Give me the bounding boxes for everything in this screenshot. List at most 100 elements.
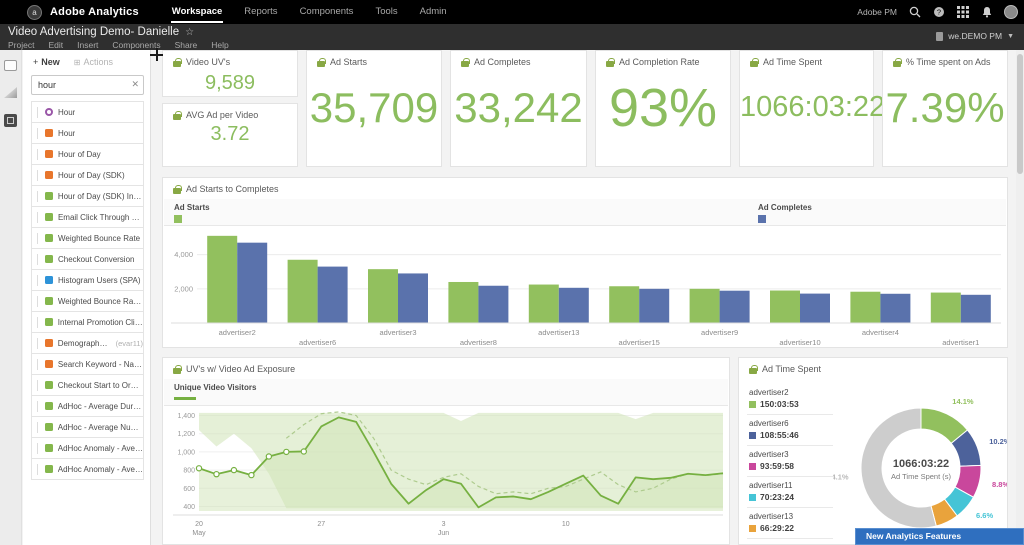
project-menu-insert[interactable]: Insert: [77, 40, 99, 50]
donut-legend-item[interactable]: advertiser2 150:03:53: [747, 384, 833, 415]
components-icon[interactable]: [4, 114, 17, 127]
metric-icon: [44, 297, 53, 305]
report-suite-switcher[interactable]: we.DEMO PM ▼: [936, 31, 1014, 41]
drag-handle: [37, 316, 39, 328]
component-item[interactable]: AdHoc - Average Number of M...: [31, 417, 144, 438]
component-item[interactable]: Histogram Users (SPA): [31, 270, 144, 291]
donut-legend-item[interactable]: advertiser6 108:55:46: [747, 415, 833, 446]
component-item[interactable]: AdHoc Anomaly - Average Dur...: [31, 438, 144, 459]
vertical-scrollbar[interactable]: [1016, 50, 1024, 545]
legend-ad-completes[interactable]: Ad Completes: [758, 203, 812, 223]
legend-unique-video-visitors[interactable]: Unique Video Visitors: [174, 383, 256, 400]
project-title: Video Advertising Demo- Danielle ☆: [8, 26, 195, 38]
svg-text:advertiser3: advertiser3: [379, 328, 416, 337]
project-menu-components[interactable]: Components: [112, 40, 161, 50]
svg-text:14.1%: 14.1%: [952, 397, 974, 406]
kpi-title: Ad Completes: [474, 57, 531, 67]
component-label: Email Click Through Rate: [57, 212, 143, 222]
top-nav-reports[interactable]: Reports: [244, 6, 278, 17]
panels-icon[interactable]: [4, 60, 17, 71]
svg-text:advertiser2: advertiser2: [219, 328, 256, 337]
lock-icon: [461, 57, 470, 67]
line-chart-panel[interactable]: UV's w/ Video Ad Exposure Unique Video V…: [162, 357, 730, 545]
component-item[interactable]: Search Keyword - Natural: [31, 354, 144, 375]
kpi-value: 35,709: [309, 83, 439, 131]
component-item[interactable]: AdHoc - Average Duration (Da...: [31, 396, 144, 417]
kpi-card[interactable]: AVG Ad per Video 3.72: [162, 103, 298, 167]
kpi-value: 7.39%: [885, 83, 1005, 131]
lock-icon: [749, 364, 758, 374]
component-item[interactable]: Email Click Through Rate: [31, 207, 144, 228]
component-item[interactable]: Internal Promotion Clickthrou...: [31, 312, 144, 333]
search-icon[interactable]: [908, 6, 921, 19]
top-nav-components[interactable]: Components: [299, 6, 354, 17]
dimension-icon: [45, 171, 53, 179]
kpi-card[interactable]: Video UV's 9,589: [162, 50, 298, 97]
donut-legend-item[interactable]: advertiser13 66:29:22: [747, 508, 833, 539]
kpi-card[interactable]: Ad Completion Rate 93%: [595, 50, 731, 167]
scrollbar-thumb[interactable]: [1017, 54, 1023, 174]
top-nav-tools[interactable]: Tools: [375, 6, 398, 17]
legend-swatch: [749, 462, 756, 470]
project-menu-project[interactable]: Project: [8, 40, 35, 50]
search-input[interactable]: [31, 75, 144, 95]
svg-text:400: 400: [183, 504, 195, 511]
account-label: Adobe PM: [857, 7, 897, 17]
metric-icon: [44, 444, 53, 452]
project-menu-edit[interactable]: Edit: [48, 40, 64, 50]
app-grid-icon[interactable]: [956, 6, 969, 19]
component-item[interactable]: Weighted Bounce Rate - Nab: [31, 291, 144, 312]
component-item[interactable]: Weighted Bounce Rate: [31, 228, 144, 249]
help-icon[interactable]: ?: [932, 6, 945, 19]
metric-icon: [44, 381, 53, 389]
legend-name: advertiser3: [749, 450, 789, 459]
component-label: Demographic Group: [57, 338, 109, 348]
drag-handle: [37, 274, 39, 286]
donut-legend-item[interactable]: advertiser3 93:59:58: [747, 446, 833, 477]
lock-icon: [173, 110, 182, 120]
metric-icon: [44, 465, 53, 473]
kpi-card[interactable]: Ad Starts 35,709: [306, 50, 442, 167]
drag-handle: [37, 127, 39, 139]
notifications-bell-icon[interactable]: [980, 6, 993, 19]
kpi-value: 33,242: [454, 83, 583, 131]
bar-chart[interactable]: 4,000 2,000 advertiser2 advertiser6 advertis…: [163, 227, 1007, 347]
component-item[interactable]: Checkout Conversion: [31, 249, 144, 270]
new-analytics-features-banner[interactable]: New Analytics Features: [855, 528, 1024, 545]
donut-legend-item[interactable]: advertiser11 70:23:24: [747, 477, 833, 508]
component-label: AdHoc - Average Duration (Da...: [57, 401, 143, 411]
component-item[interactable]: Hour: [31, 123, 144, 144]
component-item[interactable]: Hour of Day: [31, 144, 144, 165]
line-chart[interactable]: 400 600 800 1,000 1,200 1,400 20 May 27 3 Jun 10: [163, 407, 729, 545]
component-item[interactable]: Hour of Day (SDK) Instances: [31, 186, 144, 207]
kpi-card[interactable]: Ad Completes 33,242: [450, 50, 587, 167]
clear-search-icon[interactable]: ✕: [131, 79, 139, 89]
actions-button[interactable]: ⊞ Actions: [73, 57, 113, 67]
component-item[interactable]: Hour of Day (SDK): [31, 165, 144, 186]
svg-text:1,000: 1,000: [177, 449, 195, 456]
component-item[interactable]: Checkout Start to Order Conve...: [31, 375, 144, 396]
donut-chart[interactable]: 14.1%10.2%8.8%6.6%6.2%54.1%1066:03:22Ad …: [833, 380, 1008, 545]
svg-text:2,000: 2,000: [174, 284, 193, 293]
new-component-button[interactable]: + New: [33, 57, 60, 67]
visualizations-icon[interactable]: [4, 87, 17, 98]
project-menu-help[interactable]: Help: [211, 40, 229, 50]
component-item[interactable]: Hour: [31, 102, 144, 123]
favorite-star-icon[interactable]: ☆: [185, 27, 195, 38]
top-nav-workspace[interactable]: Workspace: [161, 0, 234, 24]
component-label: Checkout Conversion: [58, 254, 135, 264]
component-item[interactable]: Demographic Group (evar11): [31, 333, 144, 354]
bar-chart-panel[interactable]: Ad Starts to Completes Ad Starts Ad Comp…: [162, 177, 1008, 348]
legend-ad-starts[interactable]: Ad Starts: [174, 203, 210, 223]
donut-legend-item[interactable]: Other: [747, 539, 833, 544]
top-nav-admin[interactable]: Admin: [419, 6, 447, 17]
component-label: Hour of Day: [58, 149, 101, 159]
component-item[interactable]: AdHoc Anomaly - Average Nu...: [31, 459, 144, 480]
kpi-card[interactable]: Ad Time Spent 1066:03:22: [739, 50, 885, 167]
project-menu-share[interactable]: Share: [174, 40, 198, 50]
lock-icon: [173, 364, 182, 374]
user-avatar[interactable]: [1004, 5, 1018, 19]
donut-chart-panel[interactable]: Ad Time Spent advertiser2 150:03:53 adver…: [738, 357, 1008, 545]
kpi-card[interactable]: % Time spent on Ads 7.39%: [882, 50, 1008, 167]
svg-text:advertiser4: advertiser4: [862, 328, 899, 337]
